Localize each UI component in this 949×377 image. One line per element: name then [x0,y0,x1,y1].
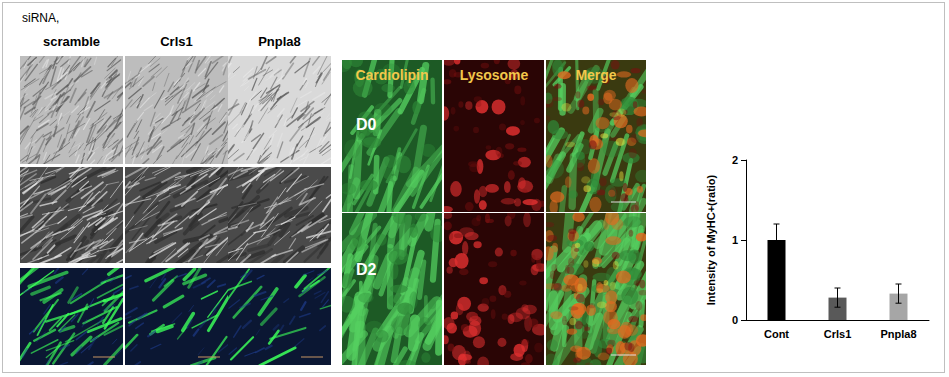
svg-text:Cont: Cont [764,328,789,340]
svg-text:Pnpla8: Pnpla8 [880,328,916,340]
svg-text:Intensity of MyHC+(ratio): Intensity of MyHC+(ratio) [705,174,717,305]
svg-text:Lysosome: Lysosome [460,67,529,83]
svg-text:Crls1: Crls1 [824,328,852,340]
svg-text:D2: D2 [356,261,377,278]
svg-text:D0: D0 [356,116,377,133]
svg-text:Crls1: Crls1 [160,34,193,49]
svg-text:Cardiolipin: Cardiolipin [355,67,428,83]
svg-text:2: 2 [732,154,738,166]
svg-text:Pnpla8: Pnpla8 [258,34,301,49]
svg-text:Merge: Merge [575,67,616,83]
svg-text:1: 1 [732,234,738,246]
svg-text:siRNA,: siRNA, [22,11,59,25]
svg-text:scramble: scramble [43,34,100,49]
svg-text:0: 0 [732,314,738,326]
